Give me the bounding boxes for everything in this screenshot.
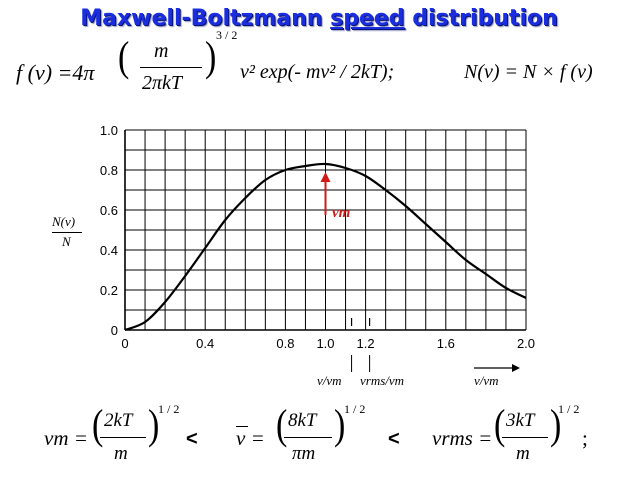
vm-exp: 1 / 2 — [158, 402, 180, 416]
vrms-paren-left: ( — [494, 402, 506, 449]
vavg-label: v/vm — [317, 373, 342, 388]
fraction-bar — [140, 67, 202, 69]
paren-right: ) — [205, 34, 217, 81]
vbar-paren-right: ) — [334, 402, 346, 449]
slide-title: Maxwell-Boltzmann speed distribution — [0, 6, 638, 31]
vm-bar — [100, 437, 146, 439]
ylabel-bar — [52, 232, 82, 234]
vm-paren-right: ) — [148, 402, 160, 449]
formula-num: m — [154, 40, 169, 62]
ylabel-den: N — [62, 234, 71, 249]
y-tick-label: 0.6 — [100, 203, 118, 218]
y-tick-label: 0.4 — [100, 243, 118, 258]
ylabel-num: N(v) — [52, 214, 76, 229]
vbar-overline — [236, 426, 248, 428]
peak-label: vm — [332, 205, 350, 222]
axis-arrow-head — [512, 364, 520, 372]
vm-paren-left: ( — [92, 402, 104, 449]
end-semicolon: ; — [582, 426, 588, 450]
less-than-1: < — [186, 428, 198, 450]
paren-left: ( — [118, 34, 130, 81]
formula-lhs: f (v) =4π — [16, 60, 95, 85]
vrms-num: 3kT — [506, 410, 535, 431]
vbar-lhs: v = — [236, 426, 265, 450]
vm-num: 2kT — [104, 410, 133, 431]
vrms-label: vrms/vm — [360, 373, 405, 388]
vbar-bar — [284, 437, 332, 439]
axis-label: v/vm — [474, 373, 499, 388]
vm-den: m — [114, 443, 128, 464]
title-text-end: distribution — [404, 6, 558, 31]
vrms-den: m — [516, 443, 530, 464]
y-tick-label: 0.2 — [100, 283, 118, 298]
distribution-curve — [124, 162, 527, 332]
y-tick-label: 1.0 — [100, 123, 118, 138]
vbar-paren-left: ( — [276, 402, 288, 449]
title-speed: speed — [330, 6, 405, 31]
x-tick-label: 0.4 — [196, 336, 214, 351]
y-tick-label: 0.8 — [100, 163, 118, 178]
x-tick-label: 1.2 — [357, 336, 375, 351]
x-tick-label: 0 — [121, 336, 128, 351]
x-tick-label: 0.8 — [276, 336, 294, 351]
x-tick-label: 2.0 — [517, 336, 535, 351]
formula-nv: N(v) = N × f (v) — [464, 61, 593, 83]
peak-label-text: vm — [332, 205, 351, 221]
vbar-num: 8kT — [288, 410, 317, 431]
vrms-exp: 1 / 2 — [558, 402, 580, 416]
y-tick-label: 0 — [111, 323, 118, 338]
title-text: Maxwell-Boltzmann — [80, 6, 331, 31]
x-tick-label: 1.6 — [437, 336, 455, 351]
formula-den: 2πkT — [142, 72, 183, 94]
formula-rest: v² exp(- mv² / 2kT); — [240, 61, 395, 83]
vrms-bar — [502, 437, 548, 439]
formula-exp: 3 / 2 — [216, 28, 238, 42]
vm-lhs: vm = — [44, 426, 88, 450]
less-than-2: < — [388, 428, 400, 450]
vrms-paren-right: ) — [550, 402, 562, 449]
vbar-exp: 1 / 2 — [344, 402, 366, 416]
peak-arrow-head — [320, 172, 331, 182]
vbar-den: πm — [292, 443, 316, 464]
vrms-lhs: vrms = — [432, 426, 493, 450]
x-tick-label: 1.0 — [316, 336, 334, 351]
